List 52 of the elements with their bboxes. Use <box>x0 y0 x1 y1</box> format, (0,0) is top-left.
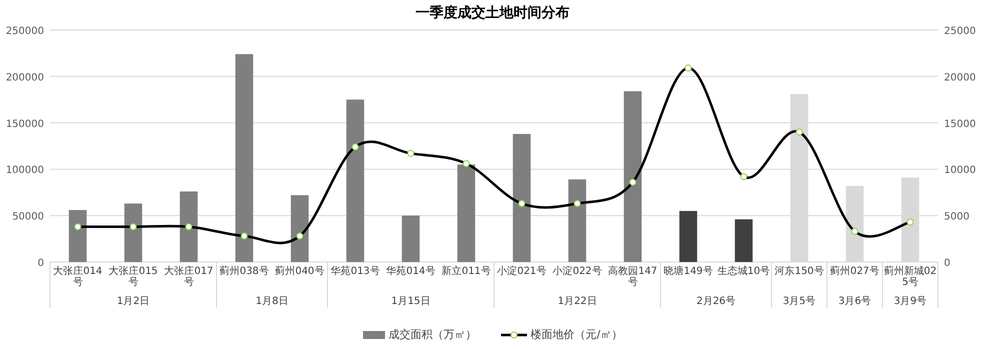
x-tick-label: 晓塘149号 <box>662 266 714 277</box>
y2-tick-label: 15000 <box>944 118 976 130</box>
x-tick-label: 蓟州038号 <box>218 266 270 277</box>
bar <box>679 210 698 262</box>
x-tick-label: 小淀021号 <box>496 266 548 277</box>
legend-label: 楼面地价（元/㎡） <box>530 327 622 342</box>
bar <box>402 216 420 262</box>
y2-tick-label: 25000 <box>944 26 976 37</box>
bar <box>512 134 531 262</box>
chart-title: 一季度成交土地时间分布 <box>416 4 570 21</box>
legend-label: 成交面积（万㎡） <box>388 327 477 342</box>
y-tick-label: 100000 <box>6 165 44 176</box>
y-tick-label: 250000 <box>6 26 44 37</box>
x-tick-label: 蓟州新城025号 <box>884 266 937 288</box>
bar <box>290 195 309 262</box>
text: 3月9号 <box>894 296 927 307</box>
text: 3月5号 <box>782 296 816 307</box>
text: 2月26号 <box>696 296 736 307</box>
text: 1月22日 <box>558 296 597 307</box>
text: 1月15日 <box>391 296 430 307</box>
bar <box>457 164 476 262</box>
bar <box>568 179 586 262</box>
y-tick-label: 50000 <box>12 212 44 223</box>
y-tick-label: 150000 <box>6 118 44 130</box>
x-tick-label: 河东150号 <box>774 266 825 277</box>
y-tick-label: 200000 <box>6 72 44 84</box>
y-tick-label: 0 <box>38 258 44 269</box>
y2-tick-label: 20000 <box>944 72 976 84</box>
text: 1月2日 <box>116 296 150 307</box>
bar <box>624 91 642 262</box>
x-tick-label: 新立011号 <box>440 266 492 277</box>
text: 3月6号 <box>838 296 872 307</box>
x-tick-label: 大张庄015号 <box>108 266 159 288</box>
bar <box>180 191 198 262</box>
x-tick-label: 大张庄017号 <box>163 266 214 288</box>
x-tick-label: 蓟州027号 <box>829 266 880 277</box>
y2-tick-label: 5000 <box>944 212 970 223</box>
x-tick-label: 大张庄014号 <box>52 266 104 288</box>
y2-tick-label: 0 <box>944 258 950 269</box>
bar <box>124 204 142 262</box>
x-tick-label: 小淀022号 <box>552 266 603 277</box>
x-tick-label: 华苑014号 <box>385 266 436 277</box>
bar <box>68 210 87 262</box>
x-tick-label: 生态城10号 <box>717 266 770 277</box>
x-tick-label: 蓟州040号 <box>274 266 326 277</box>
text: 1月8日 <box>256 296 288 307</box>
bar <box>235 54 254 262</box>
bar <box>734 219 753 262</box>
y2-tick-label: 10000 <box>944 165 976 176</box>
x-tick-label: 高教园147号 <box>607 266 658 288</box>
x-tick-label: 华苑013号 <box>330 266 381 277</box>
bar <box>346 100 364 262</box>
